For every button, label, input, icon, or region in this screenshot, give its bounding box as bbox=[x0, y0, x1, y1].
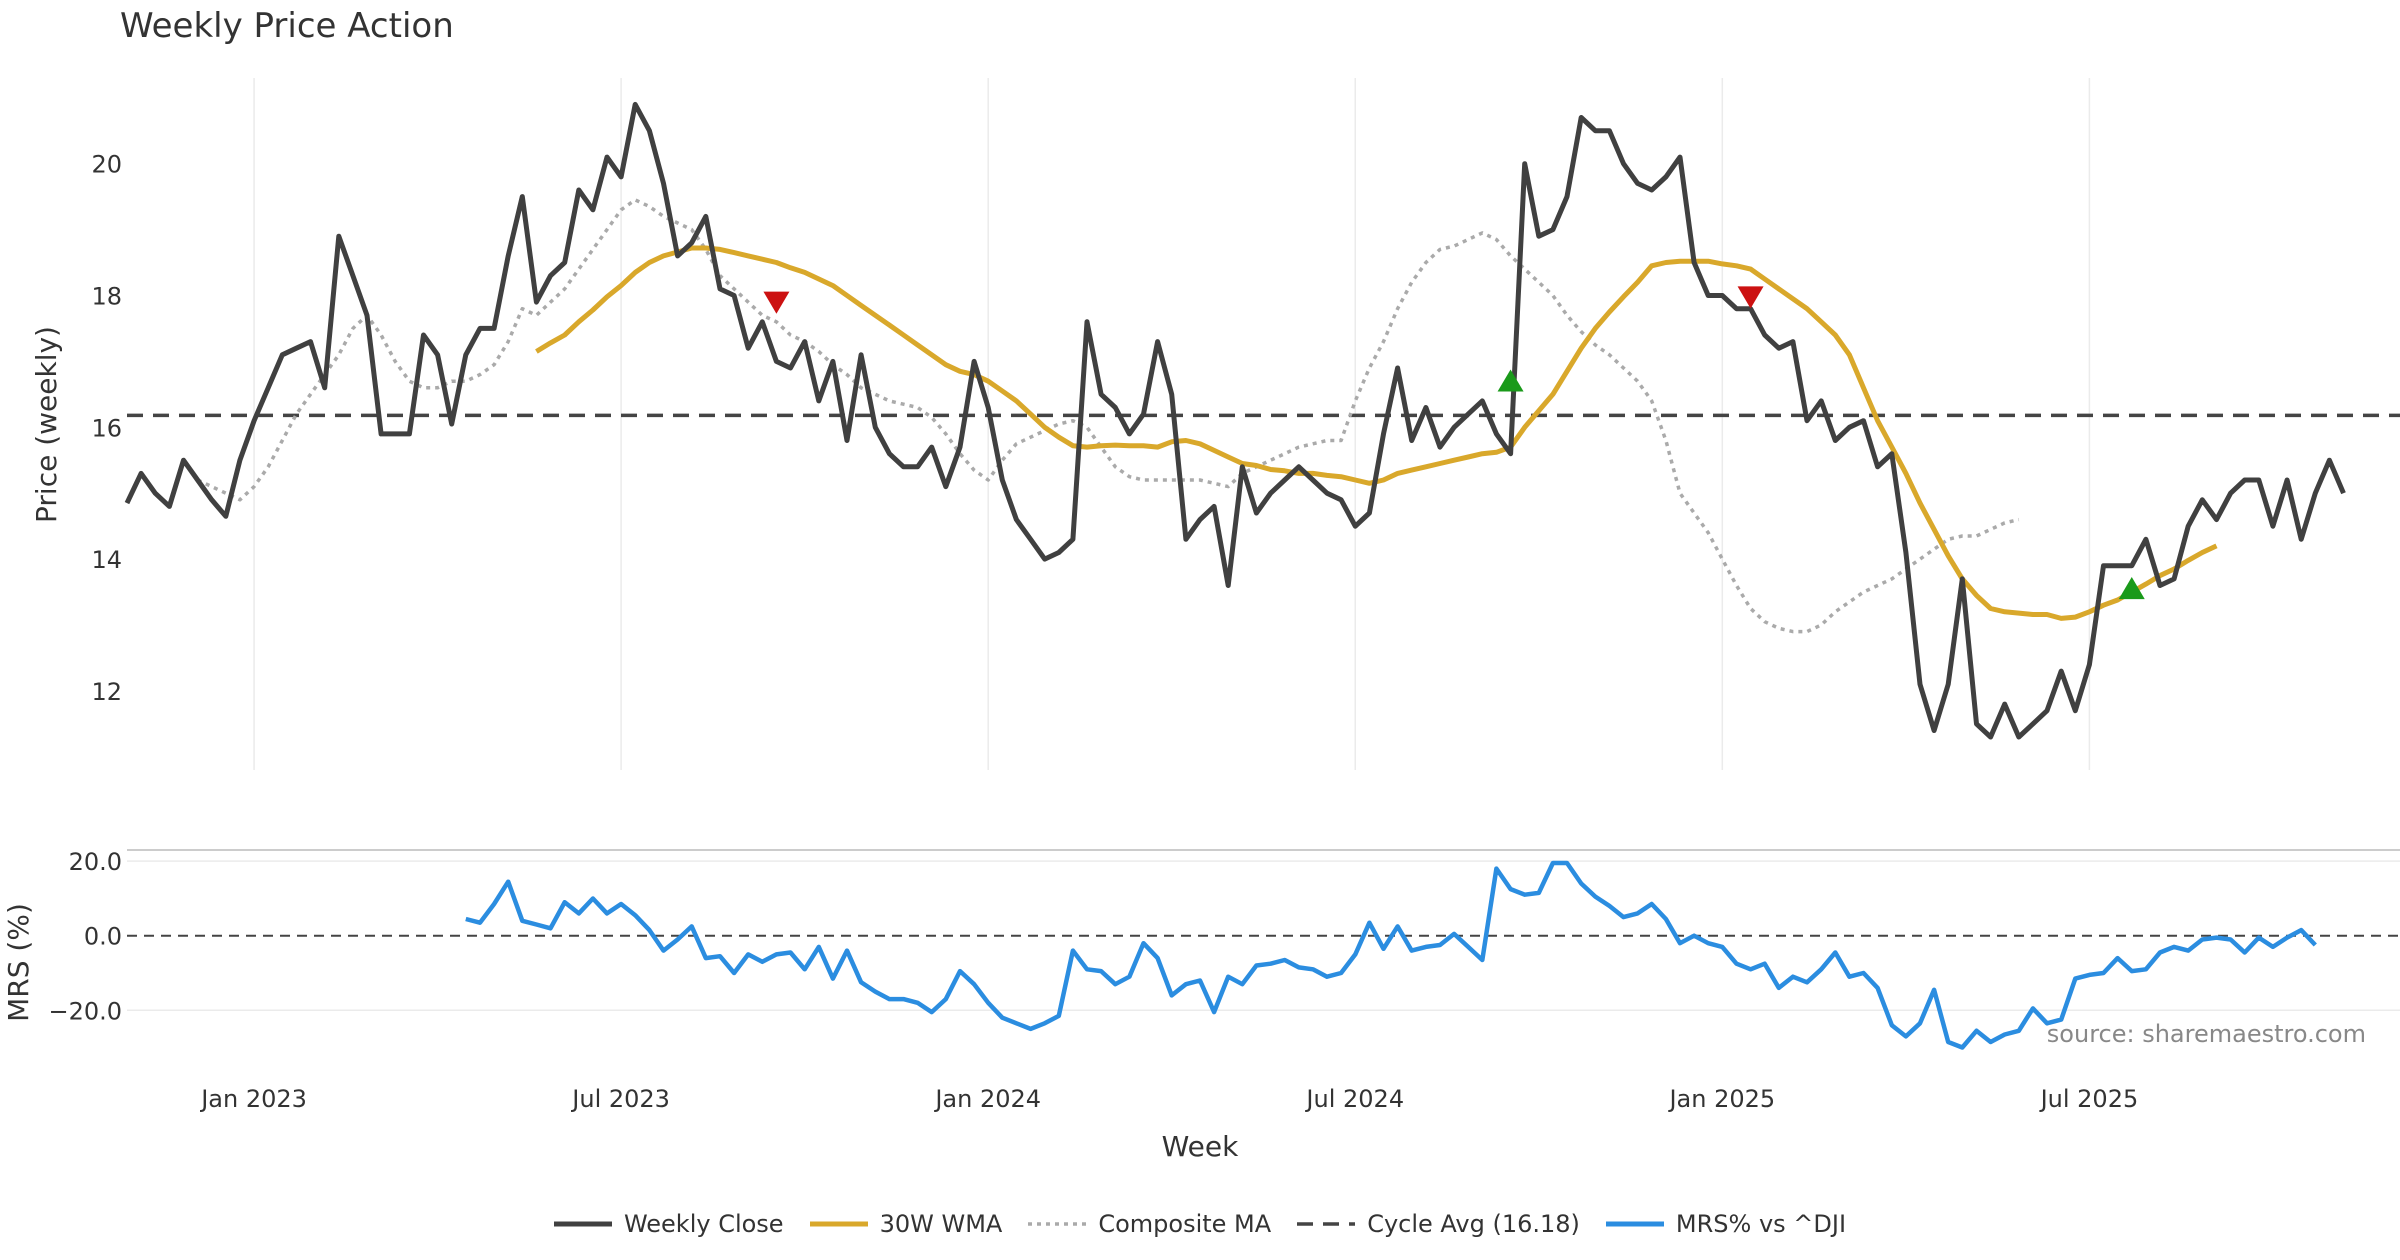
sell-signal-marker bbox=[763, 291, 790, 314]
legend-label: MRS% vs ^DJI bbox=[1675, 1210, 1847, 1238]
sell-signal-marker bbox=[1737, 286, 1764, 309]
legend-item-composite-ma[interactable]: Composite MA bbox=[1028, 1210, 1271, 1238]
price-y-tick-label: 16 bbox=[91, 414, 122, 442]
price-y-tick-label: 14 bbox=[91, 546, 122, 574]
x-axis-label: Week bbox=[1161, 1130, 1239, 1163]
legend-item-mrs[interactable]: MRS% vs ^DJI bbox=[1605, 1210, 1847, 1238]
mrs-series bbox=[465, 860, 2317, 1050]
legend-item-weekly-close[interactable]: Weekly Close bbox=[553, 1210, 784, 1238]
legend-swatch-weekly-close bbox=[553, 1221, 612, 1227]
legend-swatch-cycle-avg bbox=[1297, 1222, 1356, 1226]
x-tick-label: Jan 2025 bbox=[1667, 1085, 1775, 1113]
legend-item-cycle-avg[interactable]: Cycle Avg (16.18) bbox=[1297, 1210, 1580, 1238]
legend: Weekly Close 30W WMA Composite MA Cycle … bbox=[0, 1210, 2400, 1238]
mrs-gridlines bbox=[127, 849, 2400, 1012]
price-y-ticks: 12 14 16 18 20 bbox=[91, 151, 122, 706]
chart-title: Weekly Price Action bbox=[120, 6, 454, 46]
x-tick-label: Jan 2024 bbox=[933, 1085, 1041, 1113]
x-tick-label: Jul 2024 bbox=[1304, 1085, 1404, 1113]
x-tick-label: Jul 2025 bbox=[2039, 1085, 2139, 1113]
mrs-y-tick-label: 20.0 bbox=[69, 848, 122, 876]
series-weekly-close bbox=[124, 101, 2346, 740]
price-series bbox=[124, 101, 2400, 740]
x-tick-label: Jan 2023 bbox=[199, 1085, 307, 1113]
mrs-y-tick-label: 0.0 bbox=[84, 923, 122, 951]
legend-item-wma[interactable]: 30W WMA bbox=[809, 1210, 1003, 1238]
buy-signal-marker bbox=[2118, 577, 2145, 600]
signal-markers bbox=[763, 286, 2145, 600]
mrs-y-tick-label: −20.0 bbox=[48, 997, 122, 1025]
legend-label: 30W WMA bbox=[879, 1210, 1003, 1238]
x-tick-label: Jul 2023 bbox=[570, 1085, 670, 1113]
source-note: source: sharemaestro.com bbox=[2046, 1020, 2366, 1048]
price-y-tick-label: 20 bbox=[91, 151, 122, 179]
price-gridlines bbox=[253, 78, 2091, 770]
legend-label: Composite MA bbox=[1098, 1210, 1272, 1238]
x-ticks: Jan 2023 Jul 2023 Jan 2024 Jul 2024 Jan 2025… bbox=[199, 1085, 2138, 1113]
buy-signal-marker bbox=[1497, 369, 1524, 392]
mrs-y-ticks: 20.0 0.0 −20.0 bbox=[48, 848, 122, 1025]
price-y-axis-label: Price (weekly) bbox=[29, 325, 63, 523]
mrs-y-axis-label: MRS (%) bbox=[1, 903, 35, 1022]
legend-swatch-composite-ma bbox=[1028, 1222, 1087, 1226]
legend-label: Weekly Close bbox=[623, 1210, 784, 1238]
series-30w-wma bbox=[535, 245, 2218, 621]
legend-swatch-mrs bbox=[1605, 1221, 1664, 1227]
series-mrs-vs-dji bbox=[465, 860, 2317, 1050]
legend-label: Cycle Avg (16.18) bbox=[1367, 1210, 1580, 1238]
price-y-tick-label: 12 bbox=[91, 678, 122, 706]
legend-swatch-wma bbox=[809, 1221, 868, 1227]
price-y-tick-label: 18 bbox=[91, 282, 122, 310]
